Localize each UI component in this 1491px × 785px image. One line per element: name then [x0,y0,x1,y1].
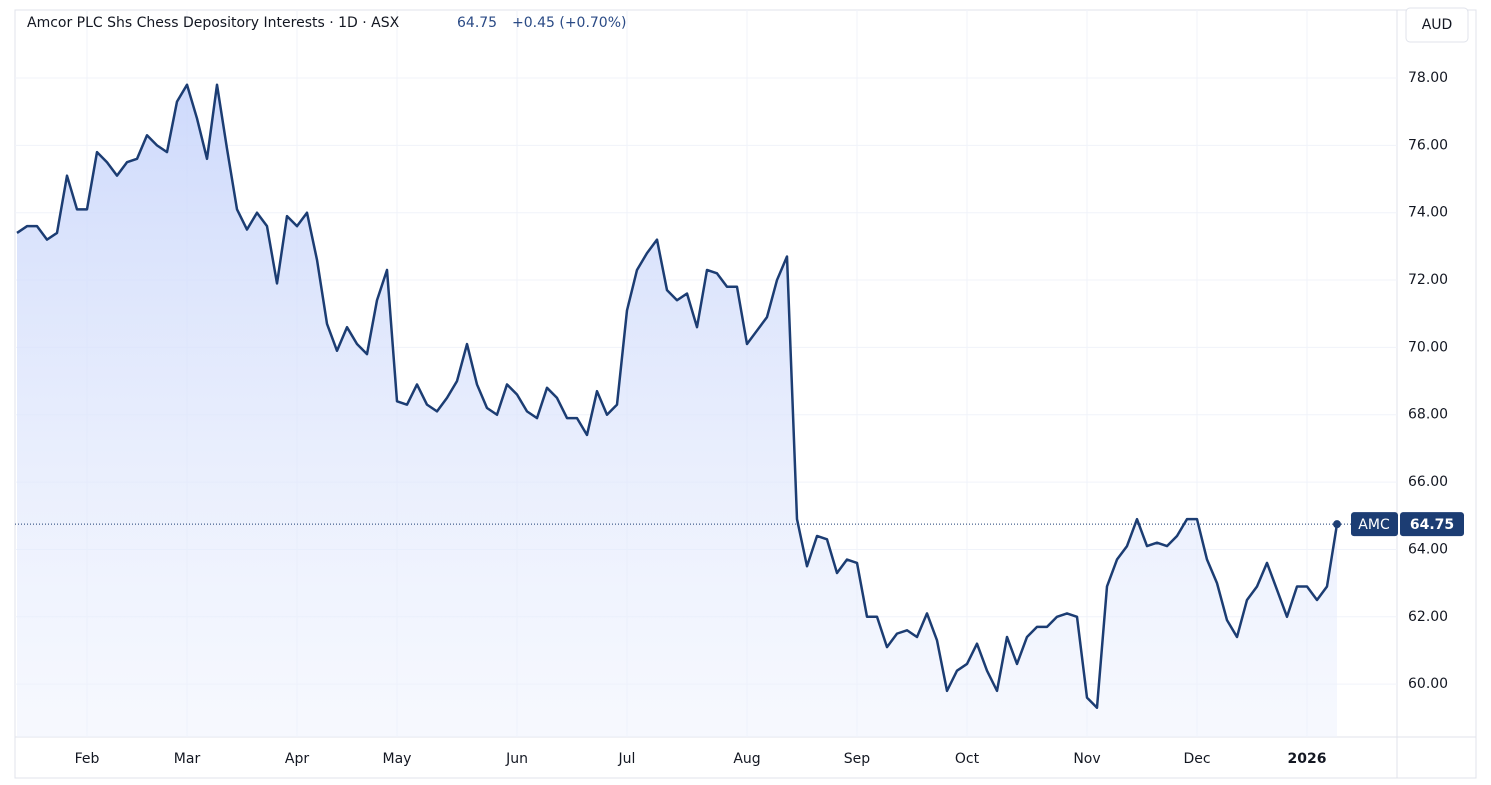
price-tag-label: 64.75 [1410,517,1454,533]
x-tick-label: Mar [174,751,201,767]
y-tick-label: 76.00 [1408,137,1448,153]
x-tick-label: Feb [75,751,100,767]
symbol-tag [1351,512,1398,537]
area-fill [17,84,1337,738]
x-tick-label: Sep [844,751,871,767]
y-tick-label: 64.00 [1408,541,1448,557]
last-point [1333,520,1341,529]
x-tick-label: Jun [505,751,528,767]
x-tick-label: Oct [955,751,980,767]
y-tick-label: 60.00 [1408,676,1448,692]
x-tick-label: Aug [733,751,760,767]
y-tick-label: 72.00 [1408,272,1448,288]
symbol-tag-label: AMC [1358,517,1390,533]
currency-button[interactable] [1405,7,1469,43]
x-tick-label: May [383,751,412,767]
y-tick-label: 74.00 [1408,205,1448,221]
y-tick-label: 70.00 [1408,339,1448,355]
x-tick-label: Jul [618,751,636,767]
plot [15,83,1397,738]
price-tag [1400,512,1464,537]
y-tick-label: 66.00 [1408,474,1448,490]
price-line [16,83,1339,709]
x-tick-label: 2026 [1288,751,1327,767]
chart-title: Amcor PLC Shs Chess Depository Interests… [27,15,400,31]
frame [14,9,1477,779]
price-change: +0.45 (+0.70%) [512,15,626,31]
x-tick-label: Dec [1183,751,1210,767]
last-price: 64.75 [457,15,497,31]
y-tick-label: 68.00 [1408,407,1448,423]
x-tick-label: Nov [1073,751,1100,767]
x-tick-label: Apr [285,751,309,767]
y-tick-label: 78.00 [1408,70,1448,86]
y-tick-label: 62.00 [1408,609,1448,625]
currency[interactable]: AUD [1422,17,1453,33]
